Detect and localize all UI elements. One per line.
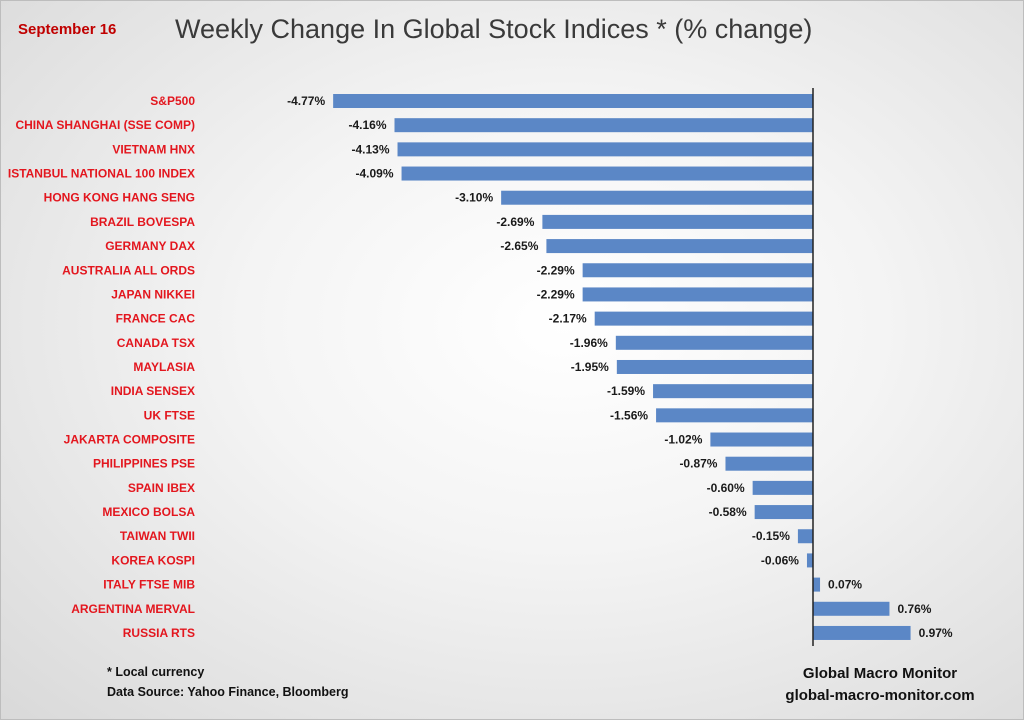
data-label: -2.65%	[500, 239, 538, 253]
category-label: CANADA TSX	[117, 336, 195, 350]
bar	[813, 625, 911, 640]
category-label: FRANCE CAC	[116, 312, 196, 326]
data-label: -4.77%	[287, 94, 325, 108]
data-label: 0.97%	[919, 626, 953, 640]
data-label: -0.87%	[679, 457, 717, 471]
data-label: -4.13%	[351, 142, 389, 156]
category-label: ITALY FTSE MIB	[103, 578, 195, 592]
data-label: -0.15%	[752, 529, 790, 543]
data-label: -2.69%	[496, 215, 534, 229]
data-label: -1.56%	[610, 408, 648, 422]
data-label: -4.16%	[348, 118, 386, 132]
bar	[797, 529, 813, 544]
bar	[582, 263, 813, 278]
data-label: -0.06%	[761, 553, 799, 567]
bar	[333, 94, 813, 108]
category-label: BRAZIL BOVESPA	[90, 215, 195, 229]
data-label: 0.07%	[828, 578, 862, 592]
category-label: JAKARTA COMPOSITE	[64, 433, 195, 447]
data-label: -1.02%	[664, 433, 702, 447]
data-label: -4.09%	[356, 167, 394, 181]
data-label: -1.95%	[571, 360, 609, 374]
category-label: CHINA SHANGHAI (SSE COMP)	[15, 118, 195, 132]
category-label: UK FTSE	[144, 408, 195, 422]
category-label: PHILIPPINES PSE	[93, 457, 195, 471]
category-label: SPAIN IBEX	[128, 481, 195, 495]
category-label: GERMANY DAX	[105, 239, 195, 253]
chart-title: Weekly Change In Global Stock Indices * …	[175, 14, 813, 44]
category-label: MEXICO BOLSA	[102, 505, 195, 519]
chart-date: September 16	[18, 21, 117, 38]
bar	[813, 601, 890, 616]
category-label: RUSSIA RTS	[123, 626, 195, 640]
category-label: ISTANBUL NATIONAL 100 INDEX	[8, 167, 195, 181]
category-label: S&P500	[150, 94, 195, 108]
brand-name: Global Macro Monitor	[802, 665, 958, 682]
bar	[501, 190, 813, 205]
data-label: -2.29%	[537, 263, 575, 277]
data-label: -1.96%	[570, 336, 608, 350]
bar	[401, 166, 813, 181]
bar	[752, 480, 813, 495]
bar	[656, 408, 813, 423]
bar	[594, 311, 813, 326]
data-label: -1.59%	[607, 384, 645, 398]
category-label: VIETNAM HNX	[112, 142, 195, 156]
data-source: Data Source: Yahoo Finance, Bloomberg	[107, 685, 349, 699]
bar	[582, 287, 813, 302]
brand-site: global-macro-monitor.com	[785, 687, 975, 704]
bar	[653, 384, 813, 399]
bar	[725, 456, 813, 471]
category-label: MAYLASIA	[133, 360, 195, 374]
bar	[397, 142, 813, 157]
category-label: AUSTRALIA ALL ORDS	[62, 263, 195, 277]
data-label: -2.29%	[537, 287, 575, 301]
category-label: JAPAN NIKKEI	[111, 287, 195, 301]
bar	[806, 553, 813, 568]
bar	[546, 239, 813, 254]
bar	[616, 359, 813, 374]
data-label: -0.60%	[707, 481, 745, 495]
category-label: INDIA SENSEX	[111, 384, 195, 398]
bar	[615, 335, 813, 350]
bar	[710, 432, 813, 447]
data-label: -2.17%	[549, 312, 587, 326]
data-label: -3.10%	[455, 191, 493, 205]
bar	[754, 505, 813, 520]
bar	[394, 118, 813, 133]
data-label: 0.76%	[897, 602, 931, 616]
bar	[813, 577, 821, 592]
footnote: * Local currency	[107, 665, 205, 679]
category-label: KOREA KOSPI	[111, 553, 195, 567]
category-label: TAIWAN TWII	[120, 529, 195, 543]
category-label: HONG KONG HANG SENG	[44, 191, 195, 205]
bar	[542, 214, 813, 229]
data-label: -0.58%	[709, 505, 747, 519]
category-label: ARGENTINA MERVAL	[71, 602, 195, 616]
